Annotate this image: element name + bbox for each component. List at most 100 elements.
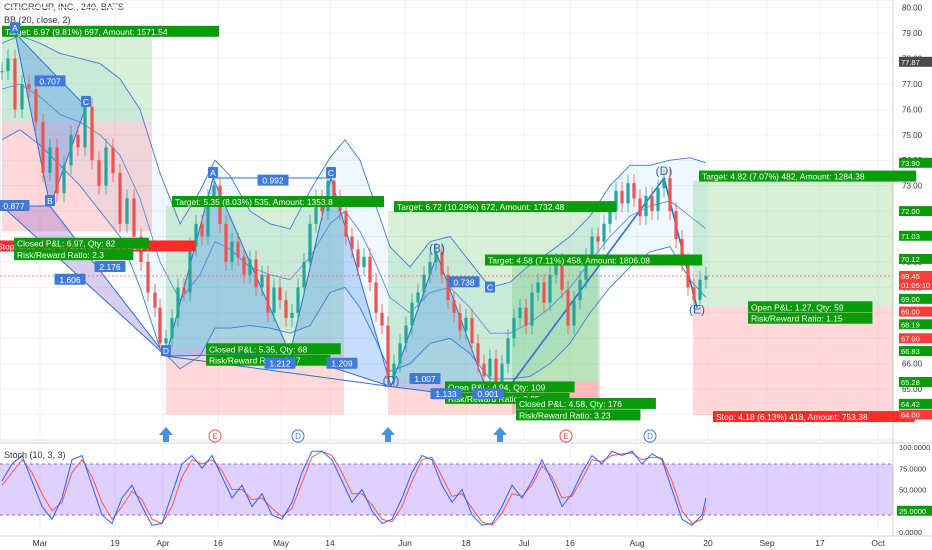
time-tick-label: 19: [110, 538, 120, 548]
position-rr-label: Risk/Reward Ratio: 2.3: [17, 250, 104, 260]
candle-body: [200, 223, 204, 237]
stoch-tick-label: 50.0000: [899, 486, 926, 495]
candle-body: [578, 279, 582, 301]
time-marker-label: D: [295, 432, 301, 441]
position-target-label-bg: [699, 170, 917, 182]
candle-body: [542, 282, 546, 303]
candle-body: [404, 325, 408, 344]
position-rr-label-bg: [748, 312, 873, 324]
candle-body: [0, 71, 4, 73]
price-badge-bg: [899, 398, 932, 409]
ratio-label: 1.133: [435, 389, 457, 399]
candle-body: [674, 211, 678, 240]
candle-body: [125, 198, 129, 224]
candle-body: [278, 287, 282, 301]
bb-line-bb-upper: [1, 35, 707, 288]
candle-body: [632, 183, 636, 199]
candle-body: [62, 165, 66, 194]
position-target-zone: [693, 180, 893, 307]
pattern-point-label: B: [47, 196, 53, 206]
ratio-label: 0.738: [453, 277, 475, 287]
pattern-point-label: (D): [383, 374, 400, 388]
ratio-label-bg: [257, 174, 289, 186]
candle-body: [314, 198, 318, 224]
candle-body: [13, 58, 17, 110]
price-badge-bg: [899, 293, 932, 304]
candle-body: [596, 236, 600, 242]
candle-body: [614, 190, 618, 212]
price-badge: 66.83: [901, 347, 920, 356]
candle-body: [434, 251, 438, 262]
price-tick-label: 75.00: [902, 131, 923, 140]
price-badge: 70.12: [901, 255, 920, 264]
time-tick-label: 18: [461, 538, 471, 548]
pattern-xabc-1: [14, 31, 87, 208]
candle-body: [572, 300, 576, 326]
candle-body: [686, 261, 690, 288]
time-marker-label: E: [212, 432, 217, 441]
ratio-label: 0.901: [477, 389, 499, 399]
ratio-label: 0.707: [39, 76, 61, 86]
price-tick-label: 65.00: [902, 385, 923, 394]
candle-body: [458, 312, 462, 331]
position-target-label-bg: [485, 254, 703, 266]
buy-arrow-icon: [159, 427, 173, 442]
pattern-point-label: C: [83, 97, 89, 107]
candle-body: [368, 256, 372, 283]
time-marker-circle: [643, 429, 657, 443]
candle-body: [182, 287, 186, 293]
pattern-point-label: A: [12, 23, 18, 33]
candle-body: [34, 89, 38, 123]
position-pnl-label: Closed P&L: 5.35, Qty: 68: [209, 344, 308, 354]
price-badge: 64.00: [901, 411, 920, 420]
candle-body: [176, 287, 180, 318]
candle-body: [668, 178, 672, 212]
time-tick-label: 20: [703, 538, 713, 548]
price-badge-bg: [899, 270, 932, 281]
candle-body: [374, 282, 378, 313]
candle-body: [416, 292, 420, 303]
position-rr-label: Risk/Reward Ratio: 1.47: [209, 356, 301, 366]
pattern-point-bg: [45, 195, 55, 207]
candle-body: [506, 338, 510, 364]
price-tick-label: 77.00: [902, 80, 923, 89]
ratio-label-bg: [326, 357, 358, 369]
ratio-label: 0.992: [262, 176, 284, 186]
candle-body: [440, 251, 444, 275]
candle-body: [638, 198, 642, 217]
candle-body: [97, 160, 101, 186]
time-marker-label: D: [647, 432, 653, 441]
candle-body: [118, 172, 122, 224]
candle-body: [27, 83, 31, 90]
candle-body: [111, 147, 115, 173]
price-tick-label: 66.00: [902, 360, 923, 369]
candle-body: [452, 300, 456, 313]
candle-body: [212, 185, 216, 199]
ratio-label-bg: [34, 75, 66, 87]
stoch-line-stoch-k: [1, 450, 707, 526]
candle-body: [194, 223, 198, 247]
candle-body: [164, 338, 168, 344]
position-target-label: Target: 6.97 (9.81%) 697, Amount: 1571.5…: [5, 27, 168, 37]
pattern-point-label: C: [487, 282, 493, 292]
candle-body: [482, 363, 486, 377]
price-badge-bg: [899, 56, 932, 67]
position-target-label-bg: [2, 25, 220, 37]
time-tick-label: Apr: [156, 538, 169, 548]
pattern-point-label: (E): [689, 302, 705, 316]
position-rr-label-bg: [445, 392, 570, 404]
stoch-tick-label: 100.0000: [899, 443, 930, 452]
position-pnl-label: Closed P&L: 4.58, Qty: 176: [519, 399, 622, 409]
candle-body: [132, 198, 136, 237]
candle-body: [704, 275, 708, 280]
position-rr-label-bg: [14, 249, 134, 261]
candle-body: [680, 239, 684, 262]
candle-body: [362, 256, 366, 268]
pattern-cd-2: [289, 176, 392, 388]
candle-body: [602, 223, 606, 242]
ratio-label: 1.209: [331, 359, 353, 369]
price-badge-bg: [899, 206, 932, 217]
ratio-label: 0.877: [3, 201, 25, 211]
candle-body: [260, 274, 264, 288]
